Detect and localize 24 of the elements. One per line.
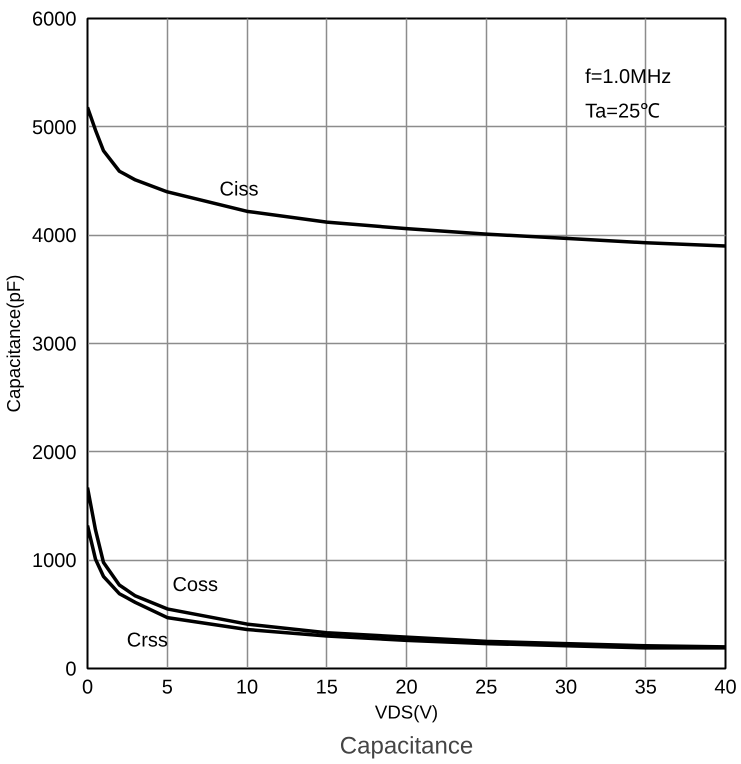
x-tick-label: 15 — [316, 676, 338, 698]
annotation: f=1.0MHz — [585, 66, 672, 88]
x-tick-label: 10 — [236, 676, 258, 698]
x-tick-label: 25 — [475, 676, 498, 698]
x-tick-label: 0 — [82, 676, 94, 698]
y-tick-label: 3000 — [32, 334, 77, 356]
y-tick-label: 5000 — [32, 116, 77, 139]
x-tick-label: 40 — [714, 676, 737, 698]
series-label: Coss — [172, 574, 218, 596]
text: Capacitance — [340, 732, 474, 760]
annotation: Ta=25℃ — [585, 100, 660, 122]
y-tick-label: 2000 — [32, 442, 77, 464]
x-tick-label: 30 — [554, 676, 578, 698]
y-tick-label: 6000 — [32, 8, 77, 30]
x-tick-label: 20 — [395, 676, 418, 698]
y-tick-label: 0 — [65, 658, 76, 680]
y-tick-label: 4000 — [32, 225, 77, 248]
y-tick-label: 1000 — [32, 550, 77, 572]
series-label: Crss — [126, 629, 168, 652]
x-tick-label: 35 — [634, 676, 657, 698]
x-tick-label: 5 — [162, 676, 173, 698]
x-axis-title: VDS(V) — [374, 702, 438, 722]
y-axis-title: Capacitance(pF) — [3, 274, 24, 412]
series-label: Ciss — [220, 178, 258, 200]
